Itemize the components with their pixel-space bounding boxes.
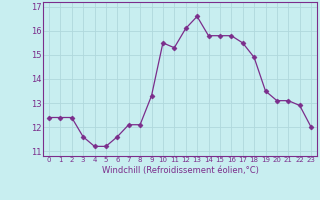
X-axis label: Windchill (Refroidissement éolien,°C): Windchill (Refroidissement éolien,°C) [101,166,259,175]
